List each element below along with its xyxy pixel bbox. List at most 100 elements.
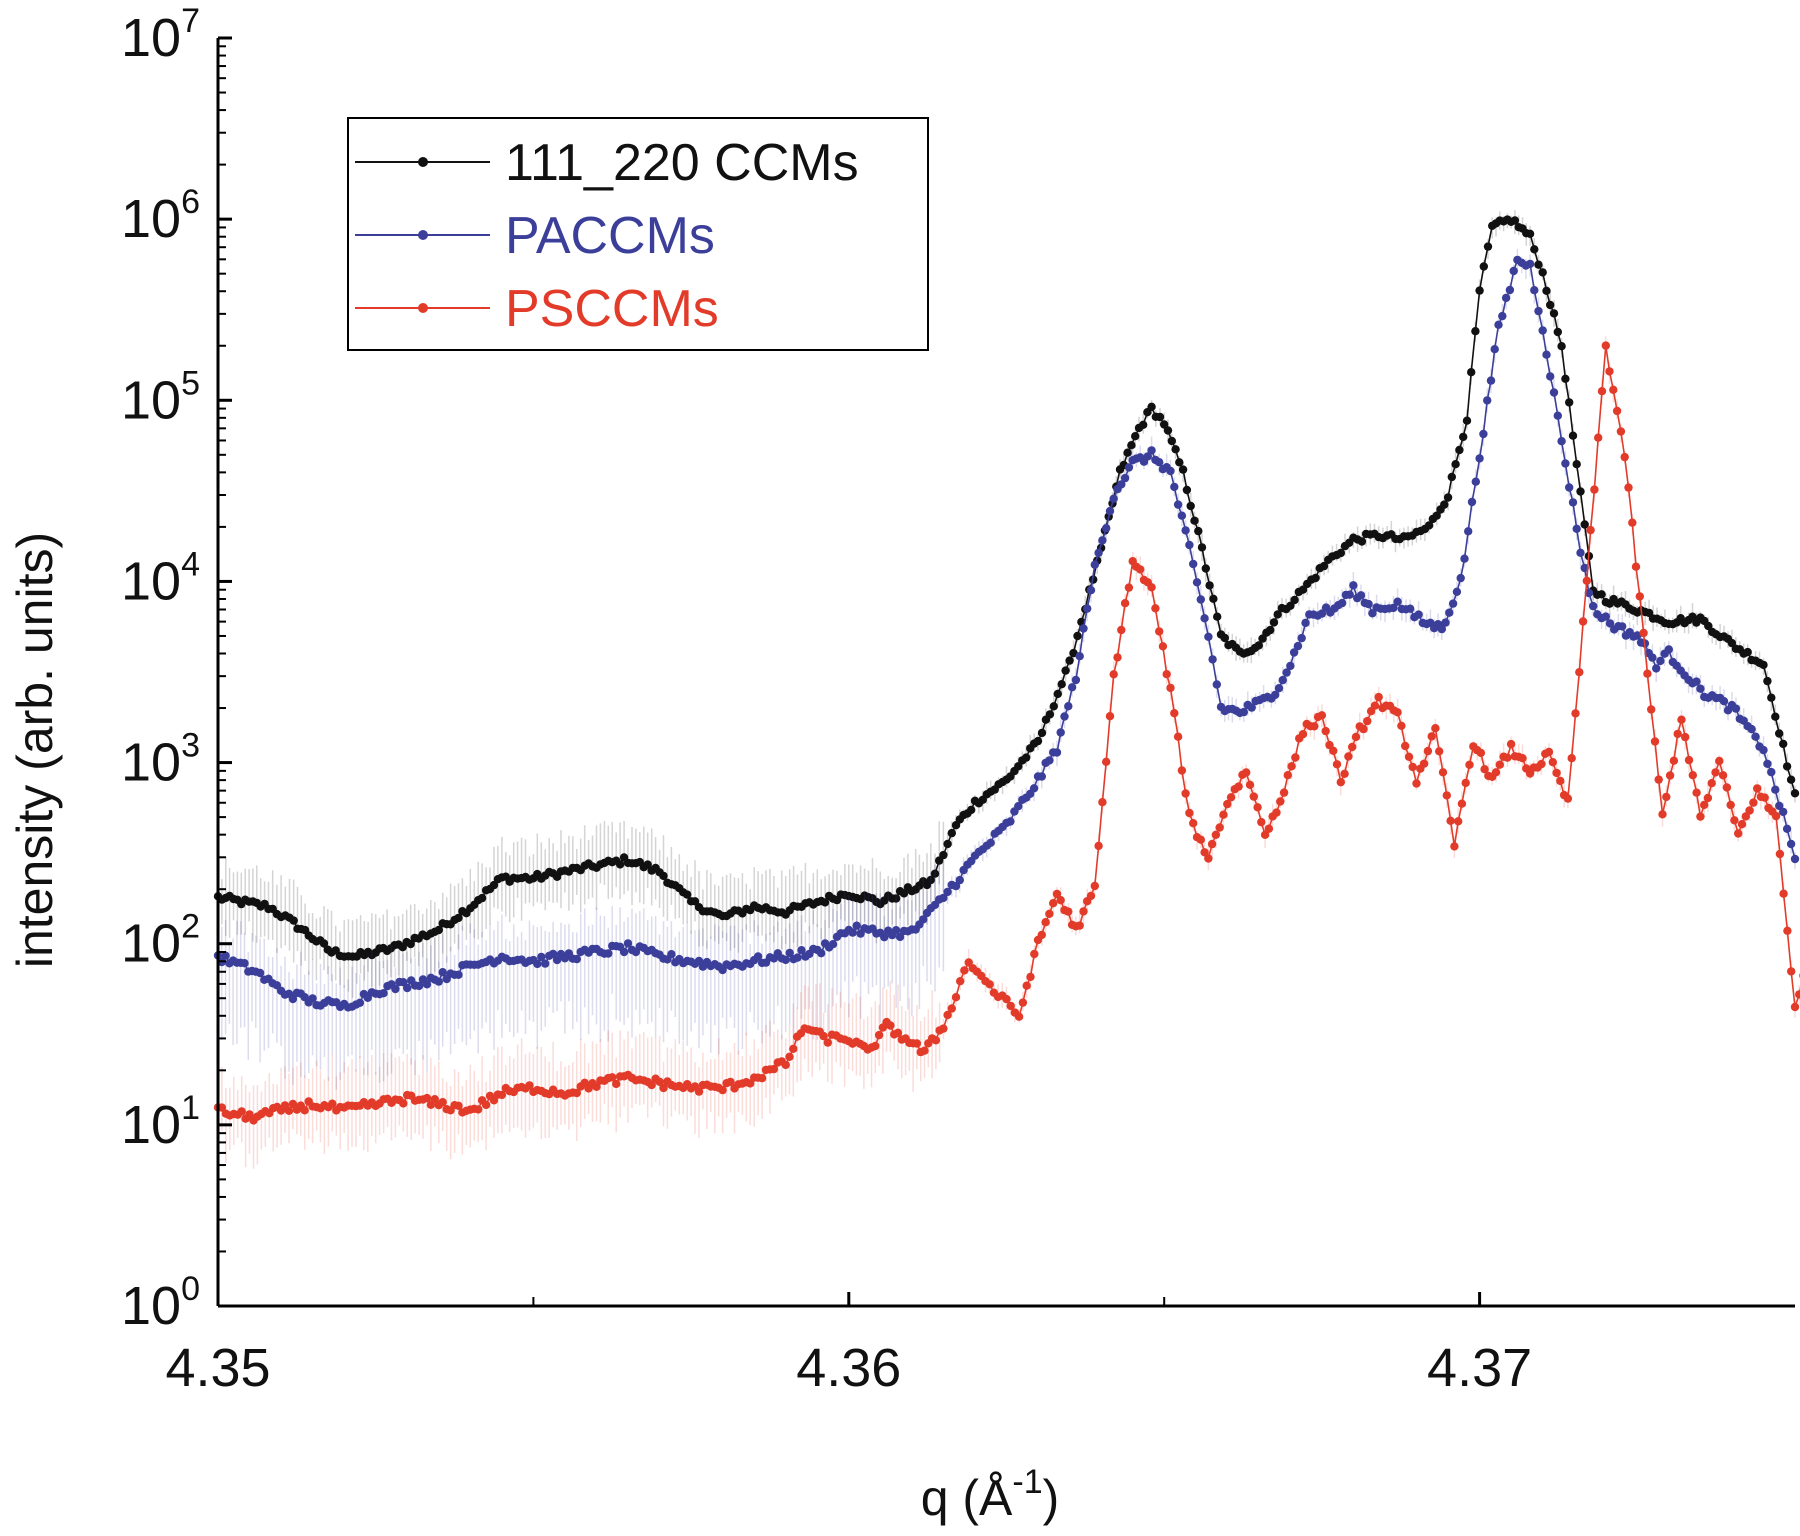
- data-point: [284, 1106, 294, 1116]
- data-point: [289, 916, 298, 925]
- data-point: [1014, 802, 1023, 811]
- data-point: [1501, 293, 1511, 303]
- data-point: [288, 994, 298, 1004]
- data-point: [1731, 704, 1741, 713]
- data-point: [1759, 745, 1768, 755]
- data-point: [1344, 752, 1353, 761]
- data-point: [1321, 726, 1330, 736]
- data-point: [1393, 708, 1402, 717]
- data-point: [926, 875, 935, 885]
- data-point: [1211, 830, 1221, 839]
- x-tick-label: 4.35: [165, 1338, 270, 1398]
- data-point: [1298, 585, 1308, 594]
- data-point: [1568, 498, 1578, 507]
- data-point: [1571, 709, 1580, 718]
- data-point: [1018, 998, 1028, 1007]
- data-point: [1631, 562, 1641, 571]
- data-point: [1033, 736, 1043, 746]
- data-point: [623, 939, 633, 948]
- data-point: [1075, 652, 1084, 661]
- data-point: [643, 860, 652, 869]
- data-point: [1359, 724, 1368, 734]
- data-point: [1461, 778, 1470, 788]
- data-point: [1662, 792, 1671, 802]
- data-point: [1006, 817, 1015, 826]
- data-point: [1279, 788, 1289, 797]
- data-point: [1273, 610, 1282, 619]
- data-point: [1783, 926, 1792, 935]
- data-point: [1440, 500, 1449, 509]
- data-point: [1601, 612, 1611, 621]
- data-point: [1266, 625, 1275, 635]
- data-point: [1542, 286, 1551, 295]
- data-point: [1435, 747, 1444, 756]
- data-point: [939, 1024, 948, 1033]
- data-point: [1049, 702, 1059, 711]
- data-point: [355, 998, 365, 1007]
- data-point: [1147, 446, 1156, 455]
- data-point: [217, 1103, 227, 1112]
- data-point: [1374, 692, 1383, 702]
- y-tick-label: 100: [121, 1270, 200, 1336]
- data-point: [1340, 769, 1349, 778]
- data-point: [1561, 459, 1570, 468]
- data-point: [667, 950, 676, 959]
- data-point: [1753, 784, 1762, 793]
- data-point: [1234, 782, 1243, 791]
- data-point: [237, 1107, 246, 1116]
- data-point: [1404, 752, 1414, 761]
- data-point: [880, 933, 889, 942]
- data-point: [1060, 712, 1069, 721]
- series-2: [213, 336, 1800, 1169]
- data-point: [1568, 431, 1578, 440]
- data-point: [1609, 385, 1618, 394]
- data-point: [1052, 748, 1062, 757]
- data-point: [781, 1060, 790, 1070]
- data-point: [1459, 432, 1468, 442]
- data-point: [753, 952, 763, 961]
- data-point: [943, 887, 952, 897]
- data-point: [939, 893, 948, 903]
- data-point: [1147, 583, 1156, 592]
- data-point: [1393, 597, 1402, 606]
- data-point: [1506, 739, 1516, 749]
- data-point: [1612, 406, 1622, 416]
- data-point: [1647, 705, 1656, 714]
- data-point: [1563, 794, 1573, 803]
- data-point: [1311, 573, 1320, 583]
- data-point: [497, 1090, 507, 1100]
- data-point: [612, 1079, 621, 1089]
- data-point: [943, 1010, 952, 1020]
- data-point: [1298, 730, 1308, 739]
- data-point: [1605, 619, 1615, 628]
- y-tick-label: 104: [121, 545, 200, 611]
- data-point: [1197, 543, 1207, 552]
- data-point: [1654, 775, 1663, 784]
- data-point: [726, 1077, 735, 1087]
- data-point: [891, 894, 901, 903]
- data-point: [399, 1099, 408, 1108]
- data-point: [1567, 754, 1576, 763]
- data-point: [1205, 581, 1214, 590]
- data-point: [1447, 472, 1457, 482]
- data-point: [1534, 260, 1543, 269]
- data-point: [1083, 604, 1092, 613]
- data-point: [1446, 816, 1455, 825]
- data-point: [1572, 460, 1581, 469]
- data-point: [1538, 268, 1547, 277]
- data-point: [619, 947, 629, 957]
- data-point: [1443, 493, 1453, 502]
- data-point: [852, 921, 861, 930]
- data-point: [1491, 768, 1501, 777]
- data-point: [1542, 350, 1551, 359]
- data-point: [1192, 578, 1202, 587]
- data-point: [1274, 684, 1284, 693]
- data-point: [1616, 427, 1626, 436]
- data-point: [1185, 540, 1194, 550]
- data-point: [1090, 881, 1100, 891]
- data-point: [1196, 595, 1206, 604]
- data-point: [1041, 918, 1050, 927]
- data-point: [1546, 300, 1555, 310]
- data-point: [1452, 587, 1462, 596]
